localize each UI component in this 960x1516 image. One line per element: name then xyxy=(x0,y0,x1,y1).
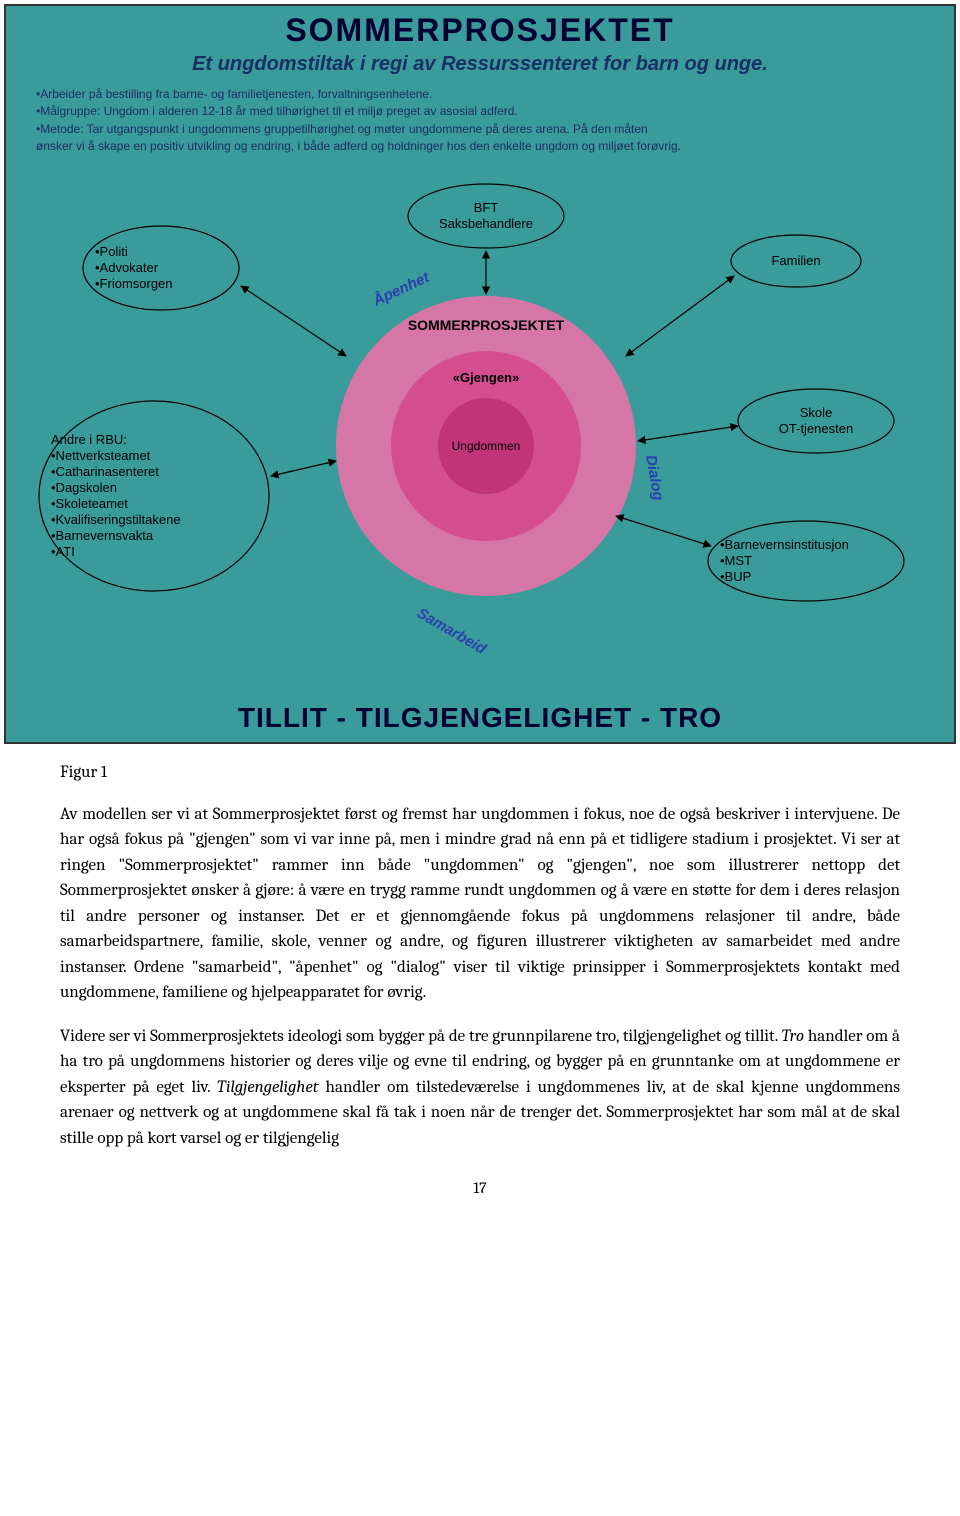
bullet-line: ønsker vi å skape en positiv utvikling o… xyxy=(36,138,924,155)
node-text-rbu: •Catharinasenteret xyxy=(51,464,159,479)
p2-italic-tro: Tro xyxy=(782,1027,805,1046)
node-text-politi: •Politi xyxy=(95,244,128,259)
node-text-barnevern: •MST xyxy=(720,553,752,568)
connector-arrow xyxy=(271,461,336,476)
node-text-barnevern: •BUP xyxy=(720,569,751,584)
arc-label: Åpenhet xyxy=(370,268,433,310)
node-text-politi: •Advokater xyxy=(95,260,159,275)
diagram-container: SOMMERPROSJEKTET Et ungdomstiltak i regi… xyxy=(4,4,956,744)
node-text-bft: BFT xyxy=(474,200,499,215)
bullet-line: •Metode: Tar utgangspunkt i ungdommens g… xyxy=(36,121,924,138)
bullet-line: •Arbeider på bestilling fra barne- og fa… xyxy=(36,86,924,103)
bullet-line: •Målgruppe: Ungdom i alderen 12-18 år me… xyxy=(36,103,924,120)
connector-arrow xyxy=(626,276,734,356)
node-text-barnevern: •Barnevernsinstitusjon xyxy=(720,537,849,552)
node-text-rbu: Andre i RBU: xyxy=(51,432,127,447)
node-text-skole: OT-tjenesten xyxy=(779,421,853,436)
connector-arrow xyxy=(616,516,711,546)
ring-label: Ungdommen xyxy=(452,439,521,453)
p2-italic-tilg: Tilgjengelighet xyxy=(217,1078,319,1097)
paragraph-2: Videre ser vi Sommerprosjektets ideologi… xyxy=(60,1024,900,1152)
connector-arrow xyxy=(241,286,346,356)
figure-label: Figur 1 xyxy=(60,760,900,786)
diagram-title: SOMMERPROSJEKTET xyxy=(6,6,954,49)
node-text-rbu: •ATI xyxy=(51,544,75,559)
node-text-rbu: •Barnevernsvakta xyxy=(51,528,154,543)
node-text-rbu: •Dagskolen xyxy=(51,480,117,495)
arc-label: Samarbeid xyxy=(414,605,490,658)
ring-label: «Gjengen» xyxy=(453,370,519,385)
diagram-footer: TILLIT - TILGJENGELIGHET - TRO xyxy=(6,702,954,734)
node-text-familien: Familien xyxy=(771,253,820,268)
node-text-rbu: •Skoleteamet xyxy=(51,496,128,511)
diagram-bullets: •Arbeider på bestilling fra barne- og fa… xyxy=(6,86,954,164)
ring-label: SOMMERPROSJEKTET xyxy=(408,317,565,333)
p2-part-a: Videre ser vi Sommerprosjektets ideologi… xyxy=(60,1027,782,1046)
diagram-svg: SOMMERPROSJEKTET «Gjengen» Ungdommen Åpenhe… xyxy=(6,176,956,706)
node-text-politi: •Friomsorgen xyxy=(95,276,173,291)
paragraph-1: Av modellen ser vi at Sommerprosjektet f… xyxy=(60,802,900,1006)
diagram-subtitle: Et ungdomstiltak i regi av Ressurssenter… xyxy=(6,49,954,86)
node-text-rbu: •Nettverksteamet xyxy=(51,448,151,463)
connector-arrow xyxy=(638,426,738,441)
node-text-skole: Skole xyxy=(800,405,833,420)
page-number: 17 xyxy=(0,1169,960,1209)
node-text-bft: Saksbehandlere xyxy=(439,216,533,231)
node-text-rbu: •Kvalifiseringstiltakene xyxy=(51,512,181,527)
arc-label: Dialog xyxy=(642,454,667,502)
body-text: Figur 1 Av modellen ser vi at Sommerpros… xyxy=(0,748,960,1151)
